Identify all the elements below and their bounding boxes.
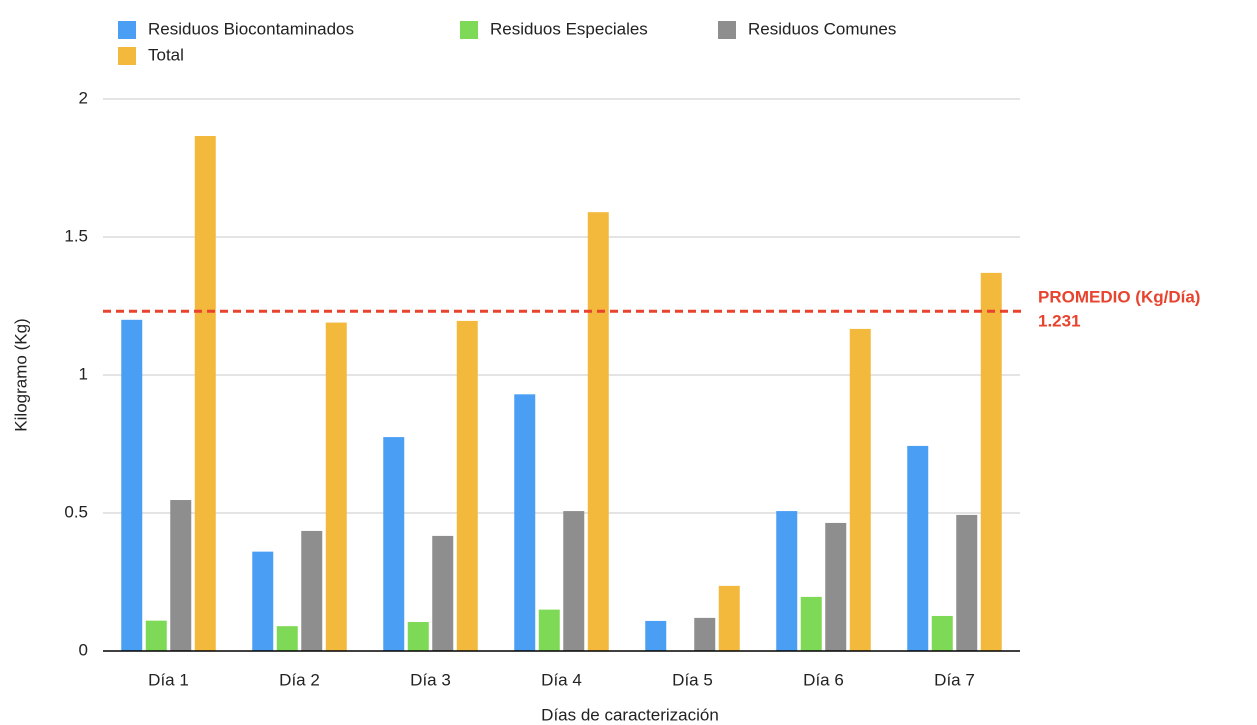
average-label: PROMEDIO (Kg/Día) bbox=[1038, 287, 1200, 306]
bar bbox=[121, 319, 143, 651]
x-tick-label: Día 2 bbox=[279, 670, 320, 689]
x-tick-label: Día 4 bbox=[541, 670, 582, 689]
bar bbox=[563, 511, 585, 651]
y-tick-label: 2 bbox=[79, 88, 88, 107]
bar bbox=[907, 445, 929, 651]
bar bbox=[514, 394, 536, 651]
y-tick-label: 0 bbox=[79, 640, 88, 659]
legend-label: Residuos Biocontaminados bbox=[148, 19, 354, 38]
x-tick-label: Día 5 bbox=[672, 670, 713, 689]
bar bbox=[538, 609, 560, 651]
bar bbox=[252, 551, 274, 651]
bar bbox=[980, 272, 1002, 651]
x-tick-label: Día 1 bbox=[148, 670, 189, 689]
x-axis-label: Días de caracterización bbox=[541, 705, 719, 724]
bar bbox=[432, 535, 454, 651]
bar bbox=[694, 617, 716, 651]
bar bbox=[301, 530, 323, 651]
bar bbox=[825, 522, 847, 651]
legend-label: Residuos Comunes bbox=[748, 19, 896, 38]
y-tick-label: 1 bbox=[79, 364, 88, 383]
bar bbox=[276, 626, 298, 651]
bar bbox=[800, 596, 822, 651]
legend-swatch bbox=[118, 21, 136, 39]
bar bbox=[931, 615, 953, 651]
bar bbox=[170, 500, 192, 651]
bar bbox=[956, 514, 978, 651]
bar bbox=[849, 328, 871, 651]
legend-label: Total bbox=[148, 45, 184, 64]
x-tick-label: Día 7 bbox=[934, 670, 975, 689]
bar bbox=[194, 135, 216, 651]
legend-swatch bbox=[118, 47, 136, 65]
bar bbox=[718, 585, 740, 651]
bar bbox=[325, 322, 347, 651]
x-tick-label: Día 6 bbox=[803, 670, 844, 689]
legend-label: Residuos Especiales bbox=[490, 19, 648, 38]
bar bbox=[456, 320, 478, 651]
legend-swatch bbox=[718, 21, 736, 39]
x-tick-label: Día 3 bbox=[410, 670, 451, 689]
y-tick-label: 0.5 bbox=[64, 502, 88, 521]
bar bbox=[383, 437, 405, 651]
bar bbox=[645, 620, 667, 651]
bar bbox=[587, 212, 609, 651]
y-axis-label: Kilogramo (Kg) bbox=[11, 318, 30, 431]
y-tick-label: 1.5 bbox=[64, 226, 88, 245]
legend-swatch bbox=[460, 21, 478, 39]
bar bbox=[407, 622, 429, 651]
bar bbox=[145, 620, 167, 651]
average-value: 1.231 bbox=[1038, 311, 1081, 330]
bar bbox=[776, 511, 798, 651]
